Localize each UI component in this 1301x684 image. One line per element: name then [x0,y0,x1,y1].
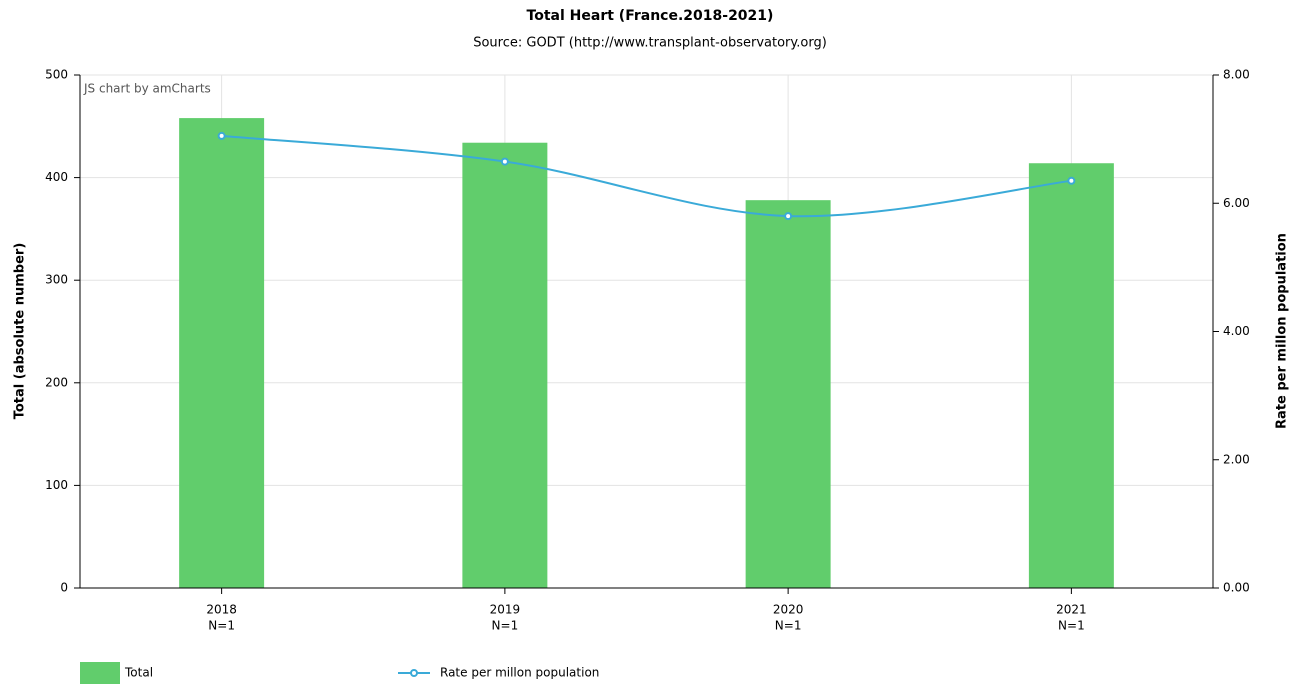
credit: JS chart by amCharts [83,82,211,96]
y-tick-label: 400 [45,170,68,184]
line-point [217,131,226,140]
x-tick-sublabel: N=1 [208,619,235,633]
y2-tick-label: 8.00 [1223,68,1250,82]
x-tick-label: 2021 [1056,603,1087,617]
y2-axis-title: Rate per millon population [1275,233,1290,429]
y-axis-title: Total (absolute number) [13,243,28,420]
line-point [1067,176,1076,185]
y2-tick-label: 2.00 [1223,452,1250,466]
x-tick-sublabel: N=1 [775,619,802,633]
bar [745,200,831,588]
bar [1028,163,1114,588]
bar [179,118,265,588]
y-tick-label: 500 [45,68,68,82]
y2-tick-label: 4.00 [1223,324,1250,338]
legend-swatch-point [410,669,418,677]
line [221,134,1072,218]
line-point [500,157,509,166]
x-tick-sublabel: N=1 [492,619,519,633]
legend-swatch [80,662,120,684]
y-tick-label: 200 [45,375,68,389]
legend-label: Rate per millon population [440,666,599,680]
y-tick-label: 300 [45,273,68,287]
chart-title: Total Heart (France.2018-2021) [527,8,774,24]
y2-tick-label: 0.00 [1223,581,1250,595]
x-tick-label: 2019 [490,603,521,617]
y2-tick-label: 6.00 [1223,196,1250,210]
x-tick-label: 2020 [773,603,804,617]
y-tick-label: 100 [45,478,68,492]
y-tick-label: 0 [60,581,68,595]
bar [462,142,548,588]
x-tick-label: 2018 [206,603,237,617]
chart-subtitle: Source: GODT (http://www.transplant-obse… [473,36,827,51]
line-point [784,212,793,221]
x-tick-sublabel: N=1 [1058,619,1085,633]
legend-label: Total [124,666,153,680]
